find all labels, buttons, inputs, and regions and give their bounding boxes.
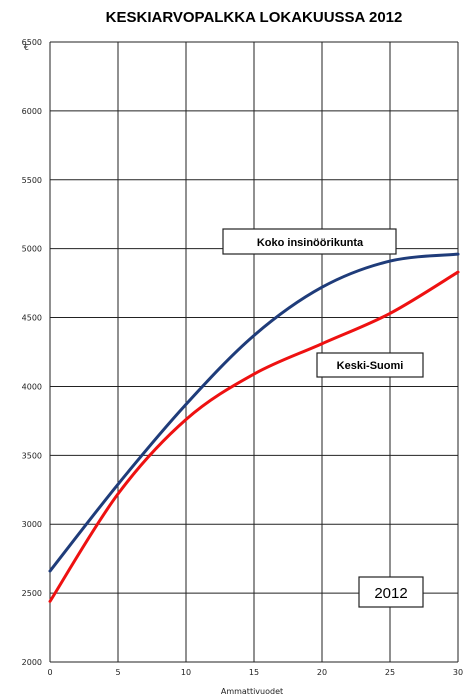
legend-label-koko: Koko insinöörikunta [222,228,397,255]
legend-koko-text: Koko insinöörikunta [257,237,364,249]
y-tick-label: 3500 [22,451,42,460]
legend-keski-text: Keski-Suomi [337,360,404,372]
grid [49,41,459,663]
chart-title: KESKIARVOPALKKA LOKAKUUSSA 2012 [106,9,403,26]
x-axis-label: Ammattivuodet [221,687,283,696]
y-tick-label: 6500 [22,38,42,47]
legend-label-keski: Keski-Suomi [316,352,424,378]
y-tick-label: 4500 [22,314,42,323]
x-tick-label: 30 [453,668,463,677]
y-tick-label: 5500 [22,176,42,185]
series-lines [48,252,460,603]
y-tick-label: 6000 [22,107,42,116]
y-tick-label: 4000 [22,382,42,391]
year-annotation: 2012 [358,576,424,608]
series-line-koko-insinoorikunta [48,252,460,573]
series-line-keski-suomi [48,270,460,603]
x-tick-label: 15 [249,668,259,677]
y-axis-unit: € [24,43,29,52]
y-tick-label: 2500 [22,589,42,598]
y-tick-label: 5000 [22,245,42,254]
y-tick-labels: 2000 2500 3000 3500 4000 4500 5000 5500 6000 6500 [22,38,42,667]
x-tick-labels: 0 5 10 15 20 25 30 [47,668,463,677]
y-tick-label: 3000 [22,520,42,529]
x-tick-label: 0 [47,668,52,677]
x-tick-label: 5 [115,668,120,677]
x-tick-label: 10 [181,668,191,677]
x-tick-label: 25 [385,668,395,677]
year-annotation-text: 2012 [374,585,407,602]
y-tick-label: 2000 [22,658,42,667]
x-tick-label: 20 [317,668,327,677]
